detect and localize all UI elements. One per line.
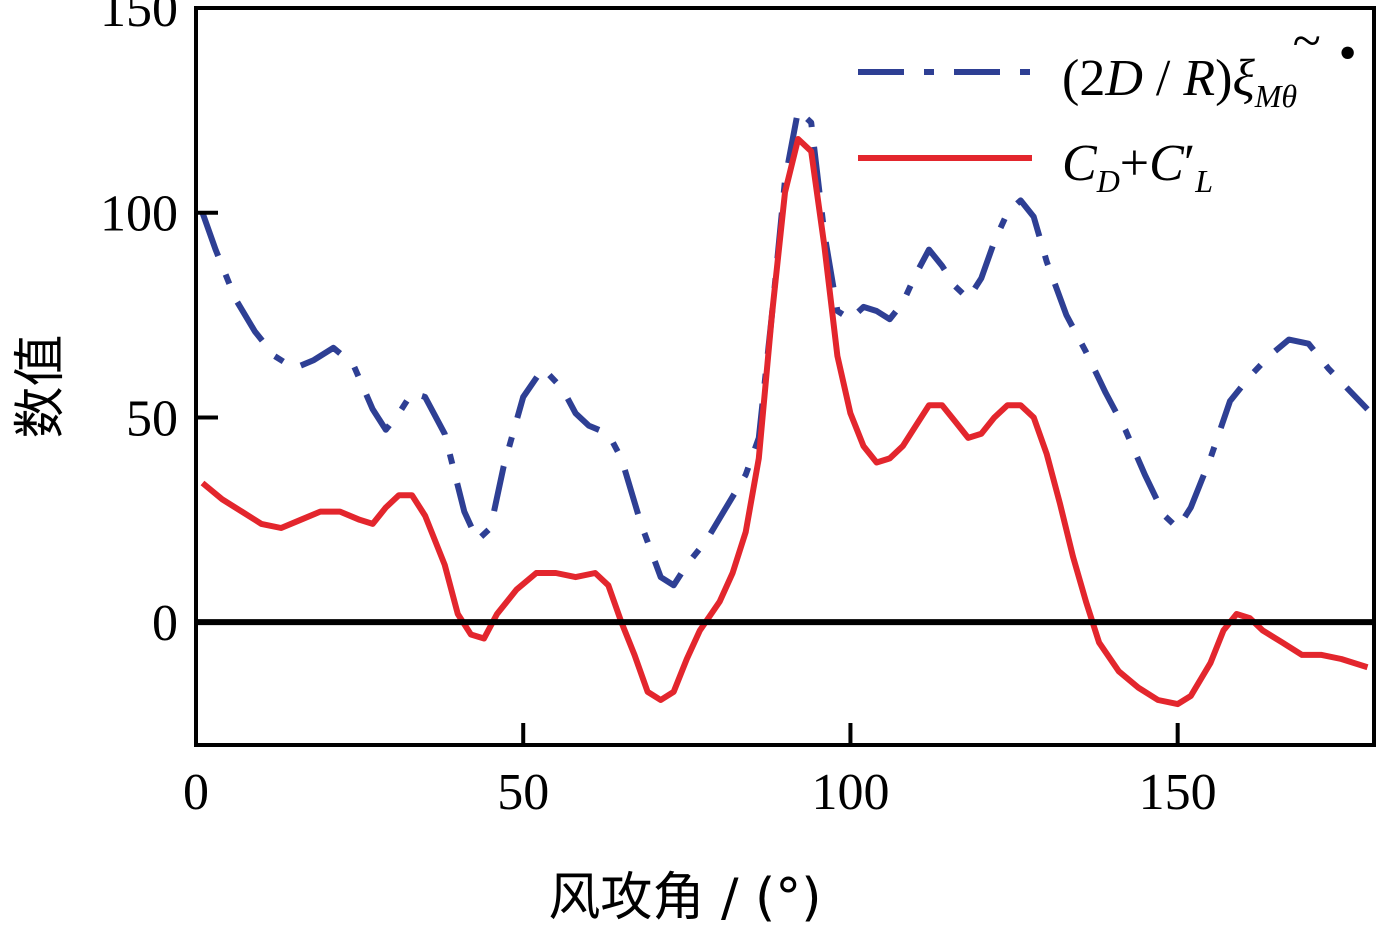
series-layer <box>199 107 1370 708</box>
y-tick-label: 100 <box>100 186 178 243</box>
legend-1-r: R <box>1182 50 1215 107</box>
x-tick-label: 50 <box>497 764 549 821</box>
series-line-2 <box>200 136 1369 708</box>
legend-label-series-2: CD+C′L <box>1062 135 1213 199</box>
y-tick-label: 50 <box>126 390 178 447</box>
legend-2-plus: + <box>1120 135 1149 192</box>
legend: (2D / R)ξMθ ~ • CD+C′L <box>858 13 1356 199</box>
legend-1-subscript: Mθ <box>1254 78 1297 114</box>
legend-1-dot: • <box>1338 25 1356 82</box>
plot-frame <box>194 6 1376 747</box>
x-tick-label: 100 <box>811 764 889 821</box>
legend-1-open: (2 <box>1062 50 1105 107</box>
legend-2-prime: ′ <box>1184 135 1195 192</box>
legend-2-c2: C <box>1149 135 1185 192</box>
x-tick-label: 0 <box>183 764 209 821</box>
y-tick-label: 0 <box>152 595 178 652</box>
legend-label-series-1: (2D / R)ξMθ <box>1062 50 1297 114</box>
legend-1-slash: / <box>1143 50 1183 107</box>
series-line-1 <box>199 107 1370 589</box>
legend-1-close: ) <box>1215 50 1232 107</box>
ticks-layer: 0 50 100 150 0 50 100 150 <box>100 0 1217 821</box>
legend-1-tilde: ~ <box>1292 13 1320 70</box>
x-tick-label: 150 <box>1139 764 1217 821</box>
legend-1-d: D <box>1104 50 1143 107</box>
y-axis-label: 数值 <box>11 334 71 438</box>
legend-1-xi: ξ <box>1232 50 1255 107</box>
y-tick-label: 150 <box>100 0 178 38</box>
legend-2-sub1: D <box>1096 163 1120 199</box>
legend-2-c1: C <box>1062 135 1098 192</box>
legend-2-sub2: L <box>1194 163 1213 199</box>
x-axis-label: 风攻角 / (°) <box>548 868 821 928</box>
